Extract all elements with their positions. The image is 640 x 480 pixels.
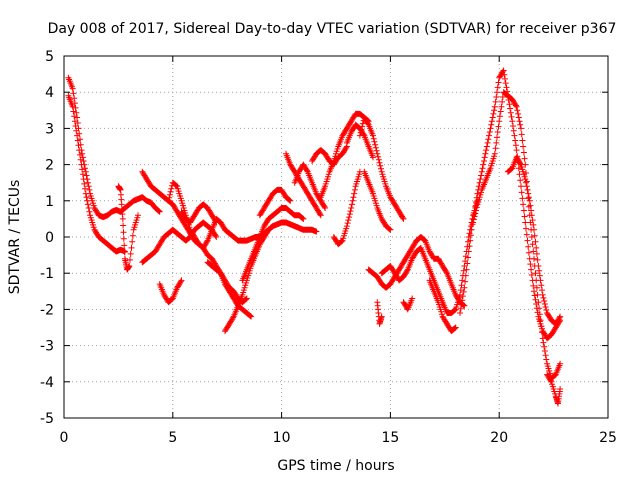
marker-path <box>374 299 385 327</box>
series-track-1 <box>65 74 163 221</box>
series-track-6 <box>156 277 185 306</box>
series-track-2 <box>65 92 128 255</box>
marker-path <box>178 201 220 226</box>
x-tick-labels: 0 5 10 15 20 25 <box>60 430 617 446</box>
marker-path <box>317 110 372 201</box>
series-track-8 <box>178 201 220 226</box>
y-tick-label: -3 <box>40 339 54 355</box>
marker-path <box>65 74 163 221</box>
y-tick-label: 3 <box>45 121 54 137</box>
marker-path <box>309 143 350 168</box>
series-track-25 <box>426 277 459 335</box>
series-track-12 <box>256 186 294 219</box>
marker-path <box>65 92 128 255</box>
marker-path <box>504 154 564 327</box>
x-tick-label: 0 <box>60 430 69 446</box>
y-tick-label: -2 <box>40 302 54 318</box>
marker-path <box>365 234 468 309</box>
series-track-3 <box>115 183 141 273</box>
series-track-28 <box>504 154 564 327</box>
y-tick-label: 5 <box>45 49 54 65</box>
marker-path <box>361 168 394 233</box>
marker-path <box>356 114 407 222</box>
x-tick-label: 15 <box>381 430 399 446</box>
marker-path <box>378 197 481 316</box>
y-tick-label: 2 <box>45 158 54 174</box>
series-track-22 <box>378 197 481 316</box>
data-points <box>65 67 564 407</box>
series-track-20 <box>361 168 394 233</box>
marker-path <box>115 183 141 273</box>
marker-path <box>457 67 564 342</box>
x-axis-label: GPS time / hours <box>277 458 394 474</box>
y-tick-label: -5 <box>40 411 54 427</box>
y-tick-label: 4 <box>45 85 54 101</box>
x-tick-label: 10 <box>273 430 291 446</box>
marker-path <box>426 277 459 335</box>
marker-path <box>156 277 185 306</box>
marker-path <box>544 371 564 407</box>
series-track-23 <box>374 299 385 327</box>
x-tick-label: 25 <box>599 430 617 446</box>
series-track-24 <box>400 295 416 313</box>
y-axis-label: SDTVAR / TECUs <box>7 180 23 295</box>
y-tick-label: -4 <box>40 375 54 391</box>
series-track-16 <box>317 110 372 201</box>
marker-path <box>330 168 363 248</box>
y-tick-label: -1 <box>40 266 54 282</box>
x-tick-label: 5 <box>168 430 177 446</box>
series-track-29 <box>544 371 564 407</box>
y-tick-label: 1 <box>45 194 54 210</box>
marker-path <box>400 295 416 313</box>
marker-path <box>239 205 307 284</box>
x-tick-label: 20 <box>490 430 508 446</box>
y-tick-label: 0 <box>45 230 54 246</box>
y-tick-labels: -5 -4 -3 -2 -1 0 1 2 3 4 5 <box>40 49 54 427</box>
axis-ticks <box>63 55 609 419</box>
series-track-15 <box>309 143 350 168</box>
marker-path <box>256 186 294 219</box>
series-track-26 <box>457 67 564 342</box>
series-track-11 <box>239 205 307 284</box>
chart-title: Day 008 of 2017, Sidereal Day-to-day VTE… <box>48 21 617 37</box>
series-track-17 <box>330 168 363 248</box>
series-track-21 <box>365 234 468 309</box>
series-track-19 <box>356 114 407 222</box>
